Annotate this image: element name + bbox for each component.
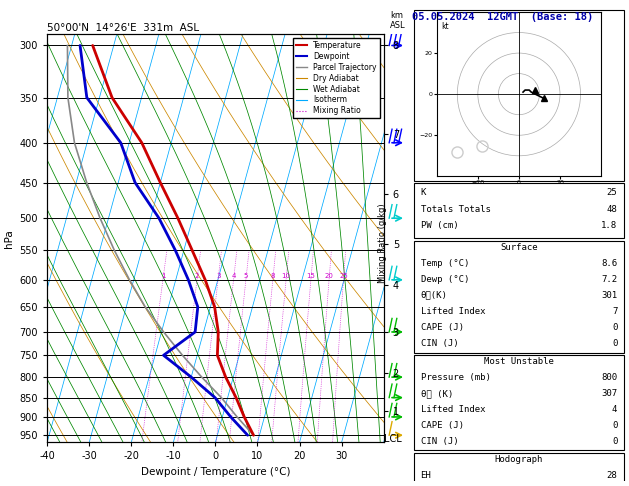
Text: 4: 4 — [612, 405, 617, 414]
Text: K: K — [421, 188, 426, 197]
Text: 0: 0 — [612, 436, 617, 446]
Text: 7: 7 — [612, 307, 617, 316]
Bar — [414, 241, 624, 352]
Text: 800: 800 — [601, 373, 617, 382]
Text: 0: 0 — [612, 421, 617, 430]
Text: EH: EH — [421, 470, 431, 480]
Text: LCL: LCL — [384, 434, 401, 444]
Text: CIN (J): CIN (J) — [421, 436, 458, 446]
Text: CAPE (J): CAPE (J) — [421, 421, 464, 430]
Text: 20: 20 — [325, 273, 333, 278]
Text: km
ASL: km ASL — [391, 11, 406, 30]
Text: 7.2: 7.2 — [601, 275, 617, 284]
Text: 25: 25 — [339, 273, 348, 278]
Y-axis label: hPa: hPa — [4, 229, 14, 247]
Text: 5: 5 — [244, 273, 248, 278]
Text: Mixing Ratio (g/kg): Mixing Ratio (g/kg) — [378, 203, 387, 283]
Text: 25: 25 — [606, 188, 617, 197]
Bar — [414, 10, 624, 181]
Text: 0: 0 — [612, 339, 617, 347]
X-axis label: Dewpoint / Temperature (°C): Dewpoint / Temperature (°C) — [141, 467, 290, 477]
Text: θᴇ(K): θᴇ(K) — [421, 291, 447, 300]
Text: 15: 15 — [306, 273, 315, 278]
Text: Pressure (mb): Pressure (mb) — [421, 373, 491, 382]
Text: 8: 8 — [270, 273, 276, 278]
Text: 2: 2 — [195, 273, 199, 278]
Text: 50°00'N  14°26'E  331m  ASL: 50°00'N 14°26'E 331m ASL — [47, 23, 199, 33]
Text: Totals Totals: Totals Totals — [421, 205, 491, 214]
Text: 301: 301 — [601, 291, 617, 300]
Text: Lifted Index: Lifted Index — [421, 405, 485, 414]
Text: 8.6: 8.6 — [601, 259, 617, 268]
Text: 10: 10 — [282, 273, 291, 278]
Text: Dewp (°C): Dewp (°C) — [421, 275, 469, 284]
Text: 3: 3 — [216, 273, 220, 278]
Bar — [414, 184, 624, 238]
Text: Temp (°C): Temp (°C) — [421, 259, 469, 268]
Text: θᴇ (K): θᴇ (K) — [421, 389, 453, 398]
Text: Lifted Index: Lifted Index — [421, 307, 485, 316]
Text: 1.8: 1.8 — [601, 222, 617, 230]
Bar — [414, 355, 624, 450]
Text: 1: 1 — [161, 273, 165, 278]
Text: Surface: Surface — [500, 243, 538, 252]
Text: 05.05.2024  12GMT  (Base: 18): 05.05.2024 12GMT (Base: 18) — [412, 12, 593, 22]
Text: PW (cm): PW (cm) — [421, 222, 458, 230]
Text: 4: 4 — [231, 273, 236, 278]
Legend: Temperature, Dewpoint, Parcel Trajectory, Dry Adiabat, Wet Adiabat, Isotherm, Mi: Temperature, Dewpoint, Parcel Trajectory… — [292, 38, 380, 119]
Text: Hodograph: Hodograph — [495, 455, 543, 464]
Text: 48: 48 — [606, 205, 617, 214]
Text: CIN (J): CIN (J) — [421, 339, 458, 347]
Bar — [414, 452, 624, 486]
Text: 307: 307 — [601, 389, 617, 398]
Text: Most Unstable: Most Unstable — [484, 357, 554, 366]
Text: 28: 28 — [606, 470, 617, 480]
Text: CAPE (J): CAPE (J) — [421, 323, 464, 331]
Text: 0: 0 — [612, 323, 617, 331]
